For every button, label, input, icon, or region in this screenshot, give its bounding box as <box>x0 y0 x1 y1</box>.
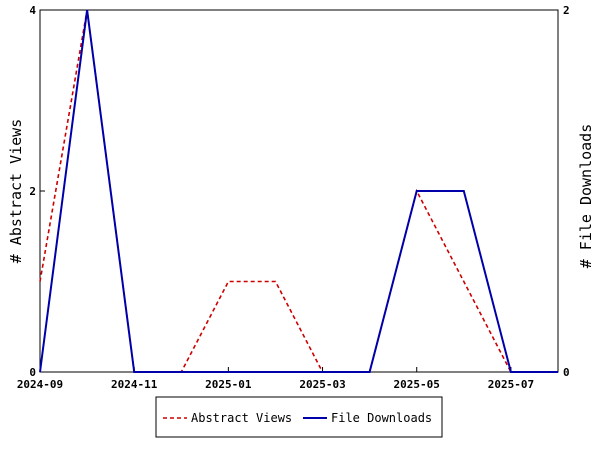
legend: Abstract Views File Downloads <box>155 396 443 438</box>
series-layer <box>39 9 558 373</box>
x-tick-label: 2024-09 <box>17 378 63 391</box>
series-line-file-downloads <box>39 9 558 373</box>
x-tick-label: 2025-01 <box>205 378 252 391</box>
y-right-tick-label: 0 <box>563 366 570 379</box>
legend-box <box>155 396 443 438</box>
y-left-axis-label: # Abstract Views <box>7 119 25 264</box>
legend-label-abstract-views: Abstract Views <box>191 411 292 425</box>
x-axis-ticks: 2024-09 2024-11 2025-01 2025-03 2025-05 2025-… <box>17 367 534 391</box>
x-tick-label: 2024-11 <box>111 378 158 391</box>
plot-frame <box>39 9 559 373</box>
y-left-tick-label: 0 <box>29 366 36 379</box>
y-right-axis-label: # File Downloads <box>577 124 595 269</box>
x-tick-label: 2025-07 <box>488 378 534 391</box>
y-right-tick-label: 2 <box>563 4 570 17</box>
legend-label-file-downloads: File Downloads <box>331 411 432 425</box>
x-tick-label: 2025-03 <box>299 378 345 391</box>
y-left-tick-label: 4 <box>29 4 36 17</box>
x-tick-label: 2025-05 <box>394 378 440 391</box>
series-line-abstract-views <box>39 9 558 373</box>
y-left-tick-label: 2 <box>29 185 36 198</box>
